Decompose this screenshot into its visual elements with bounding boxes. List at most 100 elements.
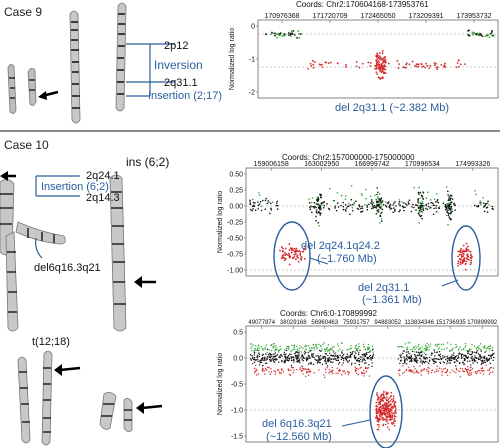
probe-point	[412, 370, 414, 372]
probe-point	[290, 30, 293, 33]
probe-point	[268, 201, 270, 204]
probe-point	[283, 33, 286, 35]
probe-point	[489, 362, 491, 365]
probe-point	[336, 202, 339, 204]
probe-point	[426, 361, 428, 363]
probe-point	[295, 247, 298, 250]
probe-point	[423, 356, 425, 358]
probe-point	[434, 358, 436, 360]
probe-point	[354, 362, 356, 364]
probe-point	[438, 367, 441, 369]
probe-point	[368, 348, 370, 351]
probe-point	[391, 401, 394, 403]
probe-point	[379, 222, 381, 224]
probe-point	[361, 194, 363, 197]
case10-del1-label-line1: del 2q24.1q24.2	[301, 240, 380, 252]
probe-point	[414, 65, 416, 67]
probe-point	[382, 72, 385, 75]
probe-point	[489, 347, 491, 350]
probe-point	[369, 349, 372, 352]
probe-point	[450, 355, 453, 358]
probe-point	[396, 60, 399, 62]
probe-point	[376, 428, 379, 431]
probe-point	[399, 362, 401, 365]
probe-point	[429, 199, 432, 201]
probe-point	[268, 371, 270, 373]
probe-point	[292, 30, 295, 32]
probe-point	[320, 204, 323, 206]
probe-point	[311, 197, 314, 199]
probe-point	[378, 209, 380, 211]
probe-point	[327, 344, 330, 346]
probe-point	[393, 420, 396, 423]
probe-point	[364, 366, 367, 369]
probe-point	[388, 204, 391, 207]
probe-point	[463, 370, 465, 372]
probe-point	[467, 352, 469, 355]
probe-point	[424, 347, 426, 350]
probe-point	[398, 199, 401, 201]
probe-point	[383, 61, 386, 63]
probe-point	[448, 206, 450, 208]
probe-point	[290, 350, 292, 353]
probe-point	[467, 33, 470, 36]
probe-point	[324, 349, 326, 351]
probe-point	[299, 254, 302, 256]
probe-point	[435, 361, 437, 364]
probe-point	[290, 357, 293, 359]
probe-point	[429, 64, 432, 67]
probe-point	[268, 366, 270, 369]
probe-point	[250, 359, 253, 361]
probe-point	[402, 365, 404, 367]
probe-point	[276, 208, 279, 210]
probe-point	[389, 417, 392, 419]
probe-point	[324, 368, 327, 370]
probe-point	[249, 201, 251, 203]
band-2q14-label: 2q14.3	[86, 192, 120, 204]
probe-point	[439, 353, 441, 355]
probe-point	[369, 64, 372, 67]
probe-point	[399, 346, 401, 348]
probe-point	[299, 345, 301, 347]
probe-point	[376, 193, 378, 196]
probe-point	[443, 356, 445, 359]
probe-point	[390, 394, 392, 397]
probe-point	[400, 345, 403, 348]
probe-point	[477, 353, 480, 355]
probe-point	[320, 358, 322, 361]
probe-point	[419, 191, 422, 194]
probe-point	[453, 370, 455, 373]
probe-point	[376, 420, 378, 422]
probe-point	[421, 363, 424, 365]
probe-point	[492, 359, 494, 362]
probe-point	[257, 204, 260, 207]
probe-point	[399, 204, 401, 207]
probe-point	[304, 248, 307, 251]
probe-point	[258, 352, 260, 354]
probe-point	[476, 346, 479, 349]
probe-point	[433, 207, 435, 210]
probe-point	[331, 371, 333, 373]
probe-point	[463, 359, 466, 362]
probe-point	[394, 409, 396, 412]
probe-point	[378, 426, 380, 428]
probe-point	[336, 356, 339, 358]
probe-point	[298, 353, 300, 356]
probe-point	[483, 370, 485, 372]
probe-point	[277, 32, 279, 35]
probe-point	[313, 346, 316, 349]
probe-point	[447, 202, 450, 205]
probe-point	[455, 358, 457, 361]
probe-point	[413, 365, 415, 368]
probe-point	[435, 207, 437, 209]
probe-point	[317, 355, 319, 357]
probe-point	[435, 193, 438, 195]
probe-point	[453, 352, 455, 354]
y-tick-label: 0.50	[229, 172, 243, 179]
probe-point	[415, 359, 418, 361]
probe-point	[454, 356, 456, 358]
probe-point	[308, 374, 310, 376]
probe-point	[336, 192, 339, 194]
probe-point	[342, 355, 344, 357]
probe-point	[448, 362, 450, 364]
